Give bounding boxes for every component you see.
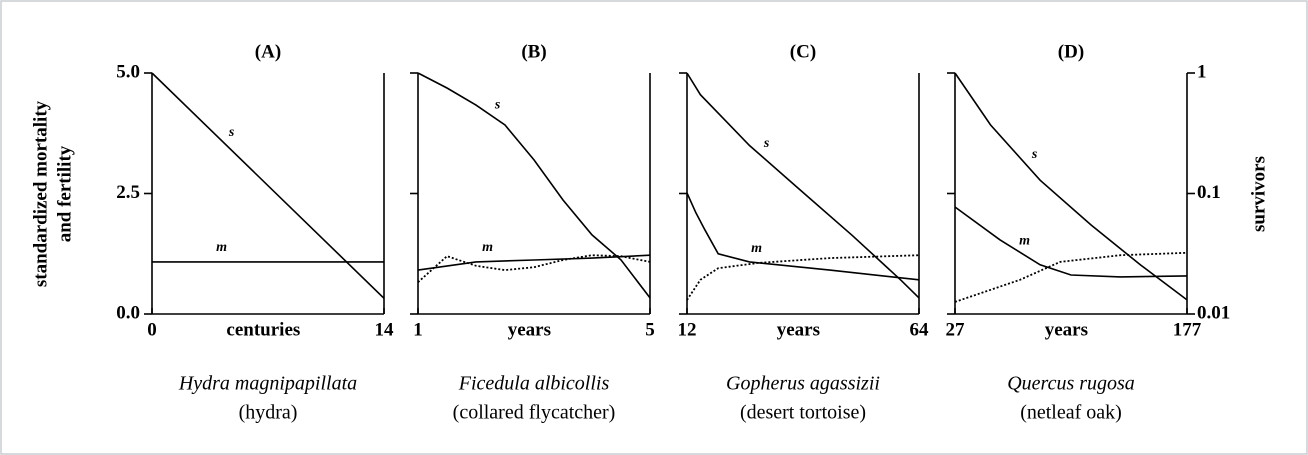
species-name: Quercus rugosa [1007, 373, 1135, 395]
series-line [417, 254, 651, 271]
x-tick-label: 5 [645, 319, 655, 340]
common-name: (desert tortoise) [740, 402, 866, 424]
series-label: m [1019, 233, 1030, 248]
y-tick-label: 2.5 [116, 182, 140, 203]
series-label: s [1031, 147, 1038, 162]
common-name: (hydra) [239, 402, 298, 424]
series-line [686, 72, 920, 299]
species-name: Ficedula albicollis [458, 373, 610, 395]
y-axis-label: standardized mortality [30, 100, 51, 287]
y2-tick-label: 1 [1197, 61, 1207, 82]
species-name: Hydra magnipapillata [178, 373, 357, 395]
x-tick-label: 14 [375, 319, 395, 340]
panel-title: (D) [1058, 41, 1084, 62]
series-line [686, 192, 920, 281]
y-tick-label: 5.0 [116, 61, 140, 82]
dotted-line [686, 254, 920, 301]
x-tick-label: 0 [147, 319, 157, 340]
y2-tick-label: 0.01 [1197, 302, 1230, 323]
x-tick-label: 27 [946, 319, 966, 340]
panel-title: (B) [521, 41, 546, 62]
series-label: m [751, 241, 762, 256]
series-label: m [216, 240, 227, 255]
series-label: s [763, 136, 770, 151]
dotted-line [954, 251, 1188, 303]
series-line [417, 72, 651, 299]
y2-tick-label: 0.1 [1197, 182, 1221, 203]
x-tick-label: 177 [1173, 319, 1202, 340]
y-axis-label: and fertility [54, 145, 75, 242]
dotted-line [417, 254, 651, 283]
series-label: s [494, 97, 501, 112]
y2-axis-label: survivors [1248, 156, 1269, 232]
x-tick-label: 12 [678, 319, 697, 340]
x-tick-label: 64 [910, 319, 930, 340]
x-tick-label: 1 [413, 319, 423, 340]
series-line [954, 72, 1188, 301]
x-axis-label: years [1045, 319, 1088, 340]
series-line [954, 206, 1188, 278]
panel-title: (C) [790, 41, 816, 62]
x-axis-label: years [508, 319, 551, 340]
common-name: (collared flycatcher) [453, 402, 616, 424]
series-label: m [482, 240, 493, 255]
series-label: s [228, 125, 235, 140]
species-name: Gopherus agassizii [726, 373, 880, 395]
common-name: (netleaf oak) [1020, 402, 1122, 424]
x-axis-label: centuries [226, 319, 300, 340]
x-axis-label: years [777, 319, 820, 340]
series-line [151, 72, 385, 299]
panel-title: (A) [255, 41, 281, 62]
y-tick-label: 0.0 [116, 302, 140, 323]
